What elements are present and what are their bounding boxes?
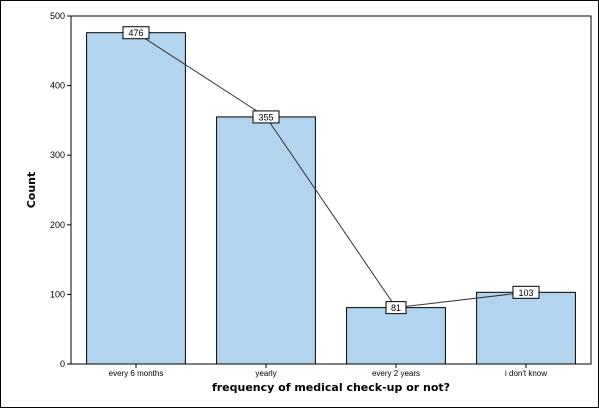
data-label-box xyxy=(385,301,407,315)
y-tick-label: 100 xyxy=(50,289,65,299)
y-axis-title: Count xyxy=(25,172,38,209)
x-tick-label: every 6 months xyxy=(109,369,164,378)
y-tick-label: 500 xyxy=(50,11,65,21)
bar xyxy=(216,116,316,365)
data-label-box xyxy=(252,110,280,124)
x-tick-label: every 2 years xyxy=(372,369,420,378)
trend-line xyxy=(135,32,527,309)
y-tick-label: 0 xyxy=(60,359,65,369)
data-label-box xyxy=(512,285,540,299)
y-tick-label: 300 xyxy=(50,150,65,160)
x-tick-label: i don't know xyxy=(505,369,547,378)
data-label: 81 xyxy=(385,301,407,315)
data-label: 103 xyxy=(512,285,540,299)
bar xyxy=(476,291,576,365)
data-label: 355 xyxy=(252,110,280,124)
data-label-box xyxy=(122,26,150,40)
y-tick-label: 400 xyxy=(50,81,65,91)
bar xyxy=(346,307,446,365)
x-axis: every 6 months yearly every 2 years i don't… xyxy=(109,364,547,378)
data-labels: 476 355 81 103 xyxy=(122,26,540,315)
x-axis-title: frequency of medical check-up or not? xyxy=(212,381,450,394)
y-axis: 0 100 200 300 400 500 xyxy=(50,11,71,369)
y-tick-label: 200 xyxy=(50,220,65,230)
data-label-value: 103 xyxy=(518,288,533,298)
data-label-value: 476 xyxy=(128,28,143,38)
data-label-value: 355 xyxy=(258,112,273,122)
bar xyxy=(86,32,186,365)
data-label-value: 81 xyxy=(391,303,401,313)
x-tick-label: yearly xyxy=(255,369,276,378)
data-label: 476 xyxy=(122,26,150,40)
